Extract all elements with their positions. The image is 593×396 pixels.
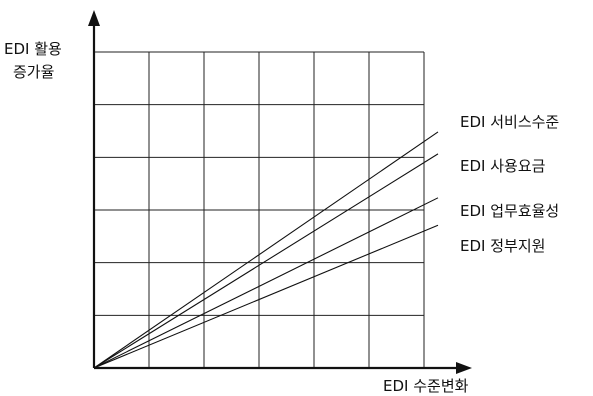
series-line-1 [93,131,439,369]
axes [88,10,472,374]
series-line-2 [93,153,439,369]
y-axis-arrowhead-icon [88,10,100,26]
x-axis-label: EDI 수준변화 [383,377,469,395]
grid [94,51,425,368]
series-label-4: EDI 정부지원 [460,237,545,255]
y-axis-label-line-1: EDI 활용 [4,40,62,58]
series-labels: EDI 서비스수준 EDI 사용요금 EDI 업무효율성 EDI 정부지원 [460,113,559,255]
x-axis-arrowhead-icon [456,362,472,374]
labels: EDI 활용 증가율 EDI 수준변화 [4,40,469,395]
series-lines [93,131,439,369]
series-line-3 [93,197,439,369]
y-axis-label-line-2: 증가율 [13,63,54,81]
series-label-3: EDI 업무효율성 [460,202,559,220]
series-label-1: EDI 서비스수준 [460,113,559,131]
series-line-4 [93,224,439,369]
series-label-2: EDI 사용요금 [460,157,546,175]
